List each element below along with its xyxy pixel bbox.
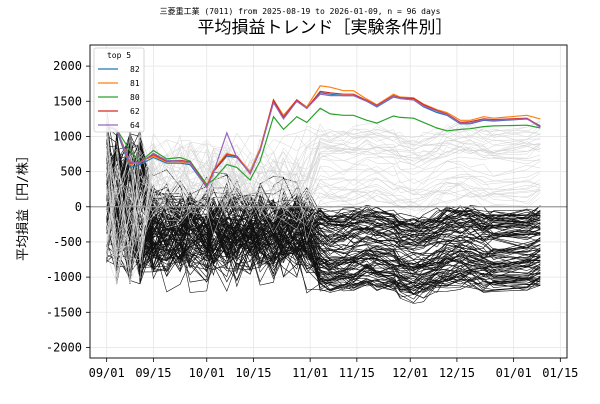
background-series-line [106, 132, 541, 283]
x-tick-label: 01/01 [496, 366, 532, 380]
chart-supertitle: 三菱重工業 (7011) from 2025-08-19 to 2026-01-… [160, 6, 441, 16]
background-series-line [106, 159, 541, 250]
x-tick-label: 09/01 [89, 366, 125, 380]
x-tick-label: 12/01 [392, 366, 428, 380]
background-series-line [106, 152, 541, 259]
background-lines-layer [90, 110, 567, 304]
legend-title: top 5 [107, 51, 131, 60]
background-series-line [106, 164, 541, 293]
background-series-line [106, 122, 541, 284]
background-series-line [106, 190, 541, 243]
y-tick-label: -1000 [46, 270, 82, 284]
y-tick-label: 1000 [53, 129, 82, 143]
background-series-line [106, 160, 541, 260]
plot-frame [89, 44, 568, 359]
y-axis-label: 平均損益［円/株］ [16, 149, 31, 261]
x-tick-label: 10/15 [235, 366, 271, 380]
background-series-line [106, 120, 541, 270]
legend-label-62: 62 [130, 107, 140, 116]
background-series-line [106, 149, 541, 257]
y-tick-label: -500 [53, 235, 82, 249]
background-series-line [106, 149, 541, 271]
background-series-line [106, 179, 541, 269]
background-series-line [106, 120, 541, 267]
background-series-line [106, 138, 541, 295]
background-series-line [106, 121, 541, 267]
background-series-line [106, 134, 541, 277]
background-series-line [106, 156, 541, 236]
y-tick-label: 2000 [53, 59, 82, 73]
y-tick-label: 1500 [53, 94, 82, 108]
background-series-line [106, 131, 541, 261]
background-series-line [106, 123, 541, 256]
legend-label-80: 80 [130, 93, 140, 102]
legend: top 5 82 81 80 62 64 [93, 47, 145, 133]
series-line-80 [106, 107, 541, 186]
background-series-line [106, 139, 541, 264]
legend-label-81: 81 [130, 79, 140, 88]
y-tick-label: 500 [60, 165, 82, 179]
background-series-line [106, 142, 541, 274]
legend-box [93, 47, 145, 133]
chart-title: 平均損益トレンド［実験条件別］ [198, 18, 453, 38]
background-series-line [106, 185, 541, 248]
background-series-line [106, 154, 541, 274]
background-series-line [106, 164, 541, 253]
background-series-line [106, 167, 541, 246]
legend-label-82: 82 [130, 65, 140, 74]
x-tick-label: 12/15 [439, 366, 475, 380]
y-tick-label: -2000 [46, 340, 82, 354]
series-line-64 [106, 93, 541, 190]
y-tick-label: 0 [75, 200, 82, 214]
x-tick-label: 11/15 [339, 366, 375, 380]
x-tick-label: 10/01 [189, 366, 225, 380]
background-series-line [106, 113, 541, 279]
background-series-line [106, 142, 541, 282]
background-series-line [106, 133, 541, 254]
background-series-line [106, 138, 541, 284]
background-series-line [106, 146, 541, 262]
x-tick-label: 01/15 [542, 366, 578, 380]
background-series-line [106, 166, 541, 271]
background-series-line [106, 170, 541, 278]
background-series-line [106, 150, 541, 267]
legend-label-64: 64 [130, 121, 140, 130]
background-series-line [106, 120, 541, 260]
x-tick-label: 11/01 [292, 366, 328, 380]
series-line-82 [106, 92, 541, 189]
ticks-layer: -2000 -1500 -1000 -500 0 500 1000 1500 2000 09/01… [46, 59, 579, 380]
background-series-line [106, 142, 541, 257]
background-series-line [106, 133, 541, 241]
background-series-line [106, 156, 541, 289]
x-tick-label: 09/15 [135, 366, 171, 380]
background-series-line [106, 138, 541, 281]
y-tick-label: -1500 [46, 305, 82, 319]
series-layer [106, 85, 541, 190]
background-series-line [106, 149, 541, 304]
background-series-line [106, 170, 541, 284]
background-series-line [106, 137, 541, 243]
series-line-81 [106, 85, 541, 187]
